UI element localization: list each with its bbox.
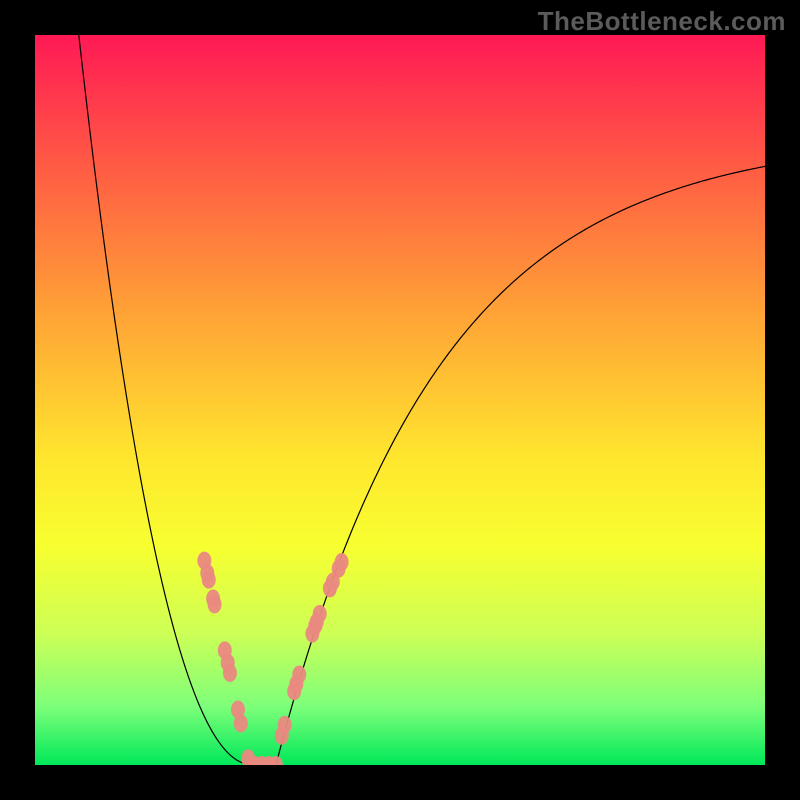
curve-marker: [335, 553, 349, 571]
chart-background: [35, 35, 765, 765]
plot-area: [35, 35, 765, 765]
curve-marker: [313, 605, 327, 623]
curve-marker: [202, 571, 216, 589]
curve-marker: [208, 595, 222, 613]
watermark-text: TheBottleneck.com: [538, 6, 786, 37]
curve-marker: [234, 714, 248, 732]
curve-marker: [223, 664, 237, 682]
figure-container: TheBottleneck.com: [0, 0, 800, 800]
curve-marker: [292, 665, 306, 683]
curve-marker: [278, 716, 292, 734]
